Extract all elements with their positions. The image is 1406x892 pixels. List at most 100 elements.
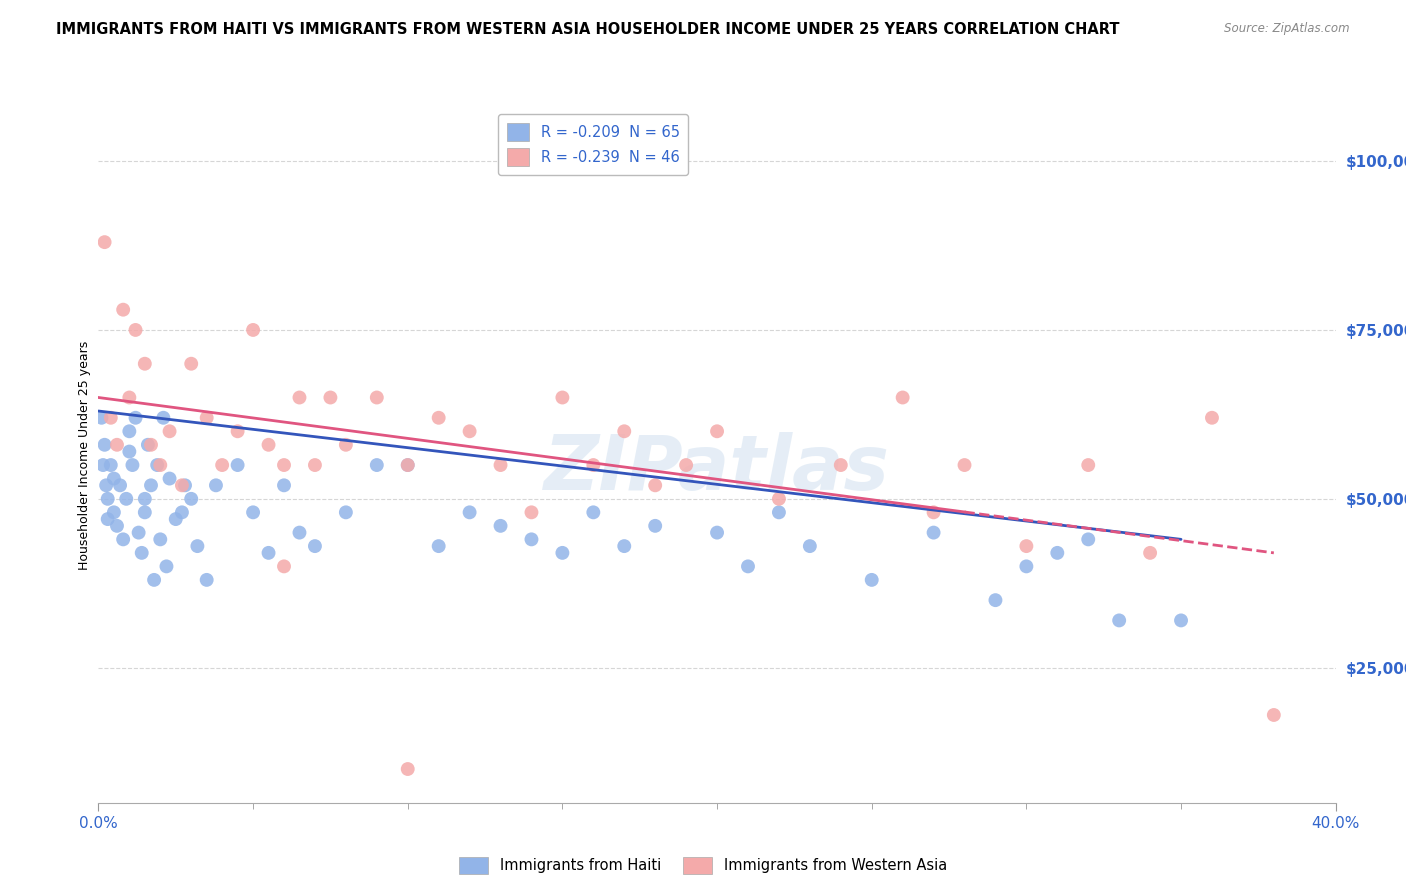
Point (97, 512, 120, 526)
Point (288, 391, 311, 405)
Point (186, 539, 208, 553)
Point (891, 391, 914, 405)
Point (396, 458, 419, 472)
Point (211, 458, 233, 472)
Point (396, 458, 419, 472)
Point (108, 478, 131, 492)
Y-axis label: Householder Income Under 25 years: Householder Income Under 25 years (79, 340, 91, 570)
Point (768, 491, 790, 506)
Point (675, 458, 697, 472)
Point (91, 458, 114, 472)
Point (174, 478, 197, 492)
Point (105, 519, 128, 533)
Point (644, 519, 666, 533)
Point (737, 559, 759, 574)
Point (226, 458, 249, 472)
Point (93, 438, 115, 452)
Point (335, 438, 357, 452)
Point (458, 424, 481, 438)
Point (195, 573, 218, 587)
Point (1170, 614, 1192, 628)
Text: ZIPatlas: ZIPatlas (544, 432, 890, 506)
Point (1077, 458, 1099, 472)
Point (103, 472, 125, 486)
Point (613, 539, 636, 553)
Point (205, 478, 228, 492)
Point (582, 458, 605, 472)
Point (288, 525, 311, 540)
Point (131, 546, 153, 560)
Point (134, 505, 156, 519)
Point (93, 235, 115, 249)
Point (366, 391, 388, 405)
Point (427, 410, 450, 425)
Point (1139, 546, 1161, 560)
Point (149, 458, 172, 472)
Point (489, 458, 512, 472)
Point (319, 391, 342, 405)
Point (922, 505, 945, 519)
Point (830, 458, 852, 472)
Point (139, 478, 162, 492)
Point (97, 491, 120, 506)
Point (180, 357, 202, 371)
Point (242, 323, 264, 337)
Point (152, 410, 174, 425)
Point (124, 410, 146, 425)
Point (136, 438, 159, 452)
Point (551, 546, 574, 560)
Point (134, 491, 156, 506)
Point (706, 525, 728, 540)
Point (100, 410, 122, 425)
Point (613, 424, 636, 438)
Point (520, 505, 543, 519)
Point (427, 539, 450, 553)
Point (170, 505, 193, 519)
Point (118, 391, 141, 405)
Point (112, 302, 135, 317)
Point (103, 505, 125, 519)
Point (1077, 533, 1099, 547)
Point (860, 573, 883, 587)
Point (128, 525, 150, 540)
Point (139, 438, 162, 452)
Point (180, 491, 202, 506)
Point (134, 357, 156, 371)
Point (96, 478, 118, 492)
Point (1046, 546, 1069, 560)
Point (1015, 539, 1038, 553)
Point (118, 444, 141, 458)
Point (143, 573, 166, 587)
Point (582, 505, 605, 519)
Legend: R = -0.209  N = 65, R = -0.239  N = 46: R = -0.209 N = 65, R = -0.239 N = 46 (498, 114, 689, 175)
Point (149, 533, 172, 547)
Point (489, 519, 512, 533)
Point (644, 478, 666, 492)
Point (984, 593, 1007, 607)
Point (118, 424, 141, 438)
Point (159, 424, 181, 438)
Point (1108, 614, 1130, 628)
Point (155, 559, 177, 574)
Point (922, 525, 945, 540)
Point (226, 424, 249, 438)
Point (124, 323, 146, 337)
Point (1015, 559, 1038, 574)
Point (165, 512, 187, 526)
Point (273, 559, 295, 574)
Point (706, 424, 728, 438)
Point (195, 410, 218, 425)
Text: IMMIGRANTS FROM HAITI VS IMMIGRANTS FROM WESTERN ASIA HOUSEHOLDER INCOME UNDER 2: IMMIGRANTS FROM HAITI VS IMMIGRANTS FROM… (56, 22, 1119, 37)
Point (112, 533, 135, 547)
Point (273, 458, 295, 472)
Point (105, 438, 128, 452)
Point (257, 546, 280, 560)
Point (257, 438, 280, 452)
Point (551, 391, 574, 405)
Point (366, 458, 388, 472)
Point (335, 505, 357, 519)
Point (90, 410, 112, 425)
Point (520, 533, 543, 547)
Text: Source: ZipAtlas.com: Source: ZipAtlas.com (1225, 22, 1350, 36)
Point (799, 539, 821, 553)
